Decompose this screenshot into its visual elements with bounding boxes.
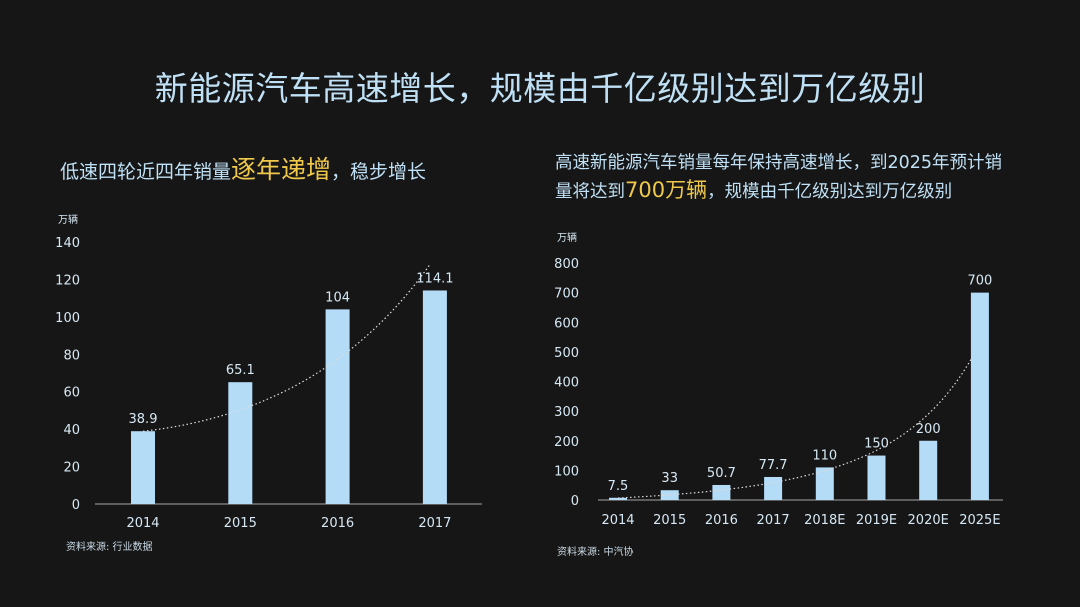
y-tick-label: 0	[72, 498, 80, 513]
x-tick-label: 2018E	[804, 513, 845, 528]
source-note: 资料来源: 中汽协	[557, 545, 634, 558]
x-tick-label: 2015	[653, 513, 686, 528]
x-tick-label: 2015	[224, 516, 257, 531]
x-tick-label: 2016	[321, 516, 354, 531]
x-tick-label: 2025E	[959, 513, 1000, 528]
bar	[815, 467, 834, 500]
slide-title: 新能源汽车高速增长，规模由千亿级别达到万亿级别	[154, 69, 926, 108]
y-tick-label: 100	[554, 464, 579, 479]
bar-value-label: 38.9	[129, 412, 158, 427]
y-tick-label: 40	[63, 423, 80, 438]
y-tick-label: 100	[55, 311, 80, 326]
y-tick-label: 80	[63, 348, 80, 363]
bar-value-label: 7.5	[608, 479, 629, 494]
y-tick-label: 600	[554, 316, 579, 331]
bar	[228, 382, 253, 504]
y-tick-label: 300	[554, 405, 579, 420]
bar-value-label: 700	[967, 274, 992, 289]
x-tick-label: 2019E	[856, 513, 897, 528]
bar	[712, 484, 731, 500]
bar-value-label: 33	[661, 471, 678, 486]
bar-value-label: 110	[812, 448, 837, 463]
y-tick-label: 60	[63, 386, 80, 401]
right-subtitle-tail: ，规模由千亿级别达到万亿级别	[707, 182, 953, 202]
x-tick-label: 2014	[601, 513, 634, 528]
bar	[609, 497, 627, 500]
y-axis-unit: 万辆	[58, 213, 78, 226]
bar-value-label: 200	[916, 422, 941, 437]
y-tick-label: 700	[554, 287, 579, 302]
bar	[970, 292, 989, 500]
x-tick-label: 2020E	[908, 513, 949, 528]
x-tick-label: 2017	[757, 513, 790, 528]
x-tick-label: 2017	[418, 516, 451, 531]
bar-value-label: 77.7	[759, 458, 788, 473]
source-note: 资料来源: 行业数据	[66, 540, 153, 553]
bar	[325, 309, 350, 504]
y-tick-label: 400	[554, 376, 579, 391]
right-subtitle-text: 高速新能源汽车销量每年保持高速增长，到2025年预计销量将达到	[555, 153, 1003, 202]
bar	[131, 431, 155, 504]
y-tick-label: 200	[554, 435, 579, 450]
bar	[764, 476, 783, 500]
left-subtitle: 低速四轮近四年销量逐年递增，稳步增长	[60, 156, 426, 186]
x-tick-label: 2016	[705, 513, 738, 528]
bar	[867, 455, 886, 500]
right-subtitle: 高速新能源汽车销量每年保持高速增长，到2025年预计销量将达到700万辆，规模由…	[555, 150, 1015, 206]
bar-value-label: 150	[864, 437, 889, 452]
y-tick-label: 120	[55, 273, 80, 288]
y-tick-label: 0	[571, 494, 579, 509]
trend-line	[617, 357, 973, 499]
bar-value-label: 50.7	[707, 466, 736, 481]
bar	[422, 290, 447, 504]
bar-value-label: 114.1	[416, 271, 453, 286]
y-tick-label: 140	[55, 236, 80, 251]
x-tick-label: 2014	[126, 516, 159, 531]
left-subtitle-highlight: 逐年递增	[231, 155, 332, 184]
bar	[919, 440, 938, 500]
bar-value-label: 104	[325, 290, 350, 305]
y-tick-label: 500	[554, 346, 579, 361]
bar-value-label: 65.1	[226, 363, 255, 378]
bar	[660, 490, 679, 500]
left-subtitle-tail: ，稳步增长	[331, 161, 427, 183]
y-axis-unit: 万辆	[557, 231, 577, 244]
left-subtitle-text: 低速四轮近四年销量	[60, 161, 232, 183]
trend-line	[142, 264, 431, 432]
y-tick-label: 20	[63, 461, 80, 476]
y-tick-label: 800	[554, 257, 579, 272]
right-subtitle-highlight: 700万辆	[625, 178, 708, 202]
